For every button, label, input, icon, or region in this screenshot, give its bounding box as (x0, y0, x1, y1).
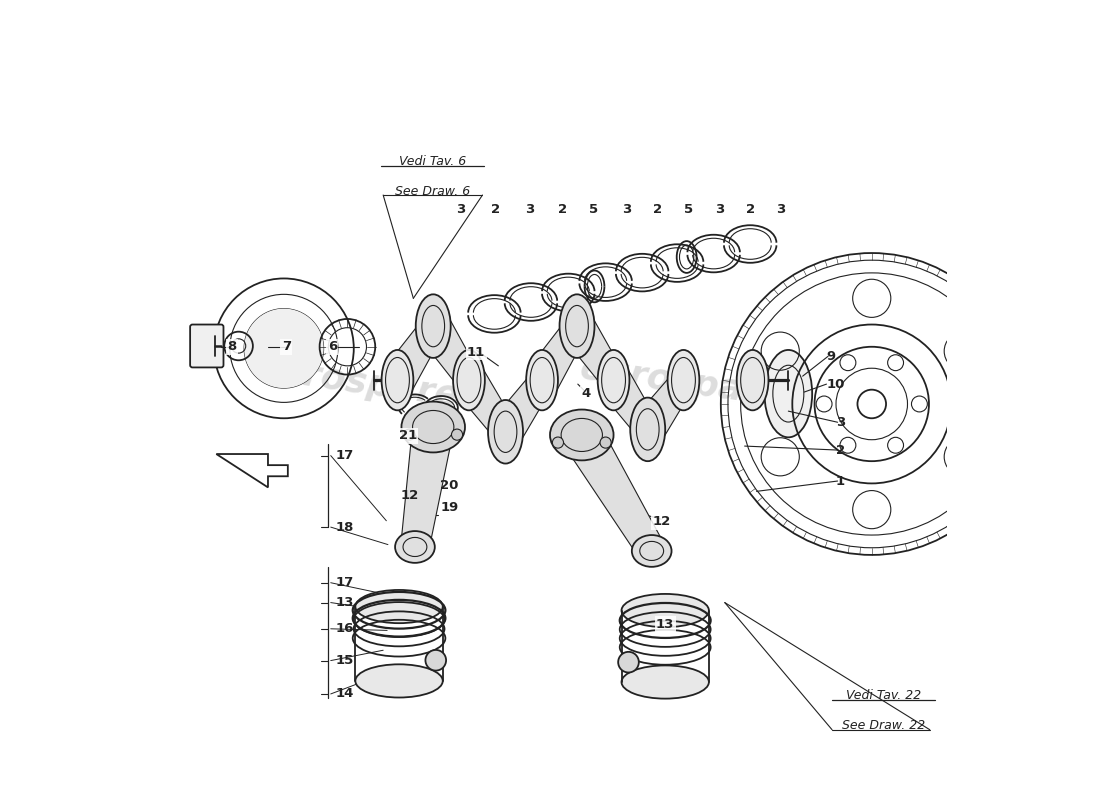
Text: Vedi Tav. 22: Vedi Tav. 22 (846, 689, 922, 702)
Ellipse shape (355, 590, 442, 623)
Text: 18: 18 (336, 521, 354, 534)
Polygon shape (217, 454, 288, 487)
Ellipse shape (764, 350, 812, 438)
Text: 17: 17 (336, 576, 354, 590)
Polygon shape (562, 316, 624, 387)
Text: See Draw. 22: See Draw. 22 (842, 719, 925, 732)
Text: 7: 7 (282, 340, 290, 354)
Text: 12: 12 (400, 489, 419, 502)
Ellipse shape (631, 535, 671, 567)
Text: 9: 9 (826, 350, 836, 363)
Polygon shape (527, 319, 587, 390)
Circle shape (552, 437, 563, 448)
Text: eurospares: eurospares (578, 351, 808, 417)
Circle shape (618, 652, 639, 673)
Ellipse shape (597, 350, 629, 410)
Ellipse shape (668, 350, 700, 410)
Ellipse shape (488, 400, 522, 463)
Ellipse shape (550, 410, 614, 460)
FancyBboxPatch shape (190, 325, 223, 367)
Text: 3: 3 (776, 203, 785, 216)
Ellipse shape (526, 350, 558, 410)
Text: 10: 10 (826, 378, 845, 390)
Text: 3: 3 (836, 416, 845, 429)
Ellipse shape (453, 350, 485, 410)
Polygon shape (383, 319, 443, 390)
Ellipse shape (560, 294, 594, 358)
Text: 13: 13 (656, 618, 674, 630)
Text: 2: 2 (746, 203, 755, 216)
Polygon shape (454, 370, 516, 439)
Text: 1: 1 (836, 474, 845, 487)
Ellipse shape (402, 402, 465, 453)
Text: 3: 3 (715, 203, 725, 216)
Circle shape (451, 429, 463, 440)
Text: 20: 20 (440, 479, 459, 492)
Text: 5: 5 (590, 203, 598, 216)
Polygon shape (598, 370, 658, 437)
Text: 21: 21 (398, 430, 417, 442)
Text: 3: 3 (525, 203, 533, 216)
Ellipse shape (737, 350, 769, 410)
Ellipse shape (621, 666, 708, 698)
Text: eurospares: eurospares (252, 351, 483, 417)
Text: 17: 17 (336, 449, 354, 462)
Text: Vedi Tav. 6: Vedi Tav. 6 (399, 155, 466, 168)
Ellipse shape (416, 294, 451, 358)
Polygon shape (634, 373, 694, 440)
Polygon shape (418, 316, 480, 387)
Text: 3: 3 (456, 203, 465, 216)
Circle shape (601, 437, 612, 448)
Polygon shape (400, 424, 453, 549)
Circle shape (404, 429, 415, 440)
Text: 16: 16 (336, 622, 354, 635)
Circle shape (426, 650, 447, 670)
Text: 19: 19 (440, 501, 459, 514)
Ellipse shape (630, 398, 666, 461)
Text: 2: 2 (836, 443, 845, 457)
Ellipse shape (355, 664, 442, 698)
Text: 4: 4 (581, 387, 591, 400)
Text: 2: 2 (492, 203, 500, 216)
Text: 14: 14 (336, 687, 354, 701)
Text: 5: 5 (684, 203, 694, 216)
Ellipse shape (621, 594, 708, 627)
Text: 13: 13 (336, 596, 354, 609)
Text: 2: 2 (653, 203, 662, 216)
Text: 8: 8 (228, 340, 236, 354)
Text: 12: 12 (652, 515, 670, 528)
Text: See Draw. 6: See Draw. 6 (395, 186, 470, 198)
Text: 15: 15 (336, 654, 354, 667)
Text: 3: 3 (621, 203, 631, 216)
Circle shape (244, 309, 323, 388)
Text: 11: 11 (468, 346, 485, 359)
Ellipse shape (395, 531, 434, 563)
Ellipse shape (382, 350, 414, 410)
Text: 6: 6 (328, 340, 337, 354)
Text: 2: 2 (558, 203, 568, 216)
Polygon shape (564, 424, 664, 558)
Polygon shape (491, 373, 552, 442)
